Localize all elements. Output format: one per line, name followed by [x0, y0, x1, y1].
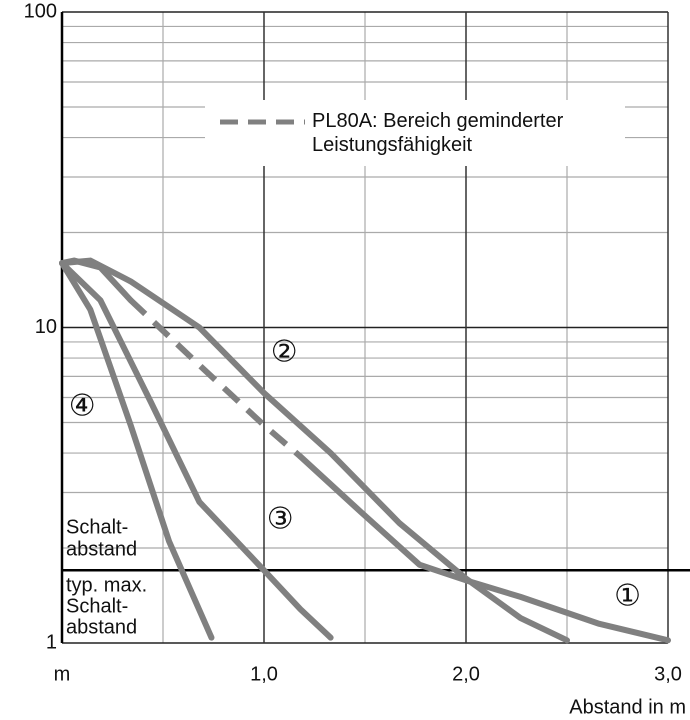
annotation: Schalt- — [66, 517, 128, 539]
annotation: Schalt- — [66, 596, 128, 618]
x-axis-label: Abstand in m — [569, 696, 686, 718]
annotation: abstand — [66, 617, 137, 639]
x-tick-label: 2,0 — [452, 663, 480, 685]
x-tick-label: m — [54, 663, 71, 685]
annotation: typ. max. — [66, 575, 147, 597]
curve — [59, 257, 570, 644]
curve-label: ③ — [267, 502, 294, 537]
legend-background — [205, 100, 625, 166]
curve — [59, 260, 334, 641]
dashed-curve — [128, 298, 303, 459]
legend-label: PL80A: Bereich geminderter Leistungsfähig… — [312, 110, 564, 156]
curve-label: ② — [271, 335, 298, 370]
x-tick-label: 1,0 — [250, 663, 278, 685]
x-tick-label: 3,0 — [654, 663, 682, 685]
y-tick-label: 100 — [24, 0, 57, 22]
curve-label: ① — [614, 578, 641, 613]
annotation: abstand — [66, 539, 137, 561]
y-tick-label: 10 — [35, 316, 57, 338]
curve — [59, 260, 215, 641]
y-tick-label: 1 — [46, 631, 57, 653]
curve-label: ④ — [69, 388, 96, 423]
